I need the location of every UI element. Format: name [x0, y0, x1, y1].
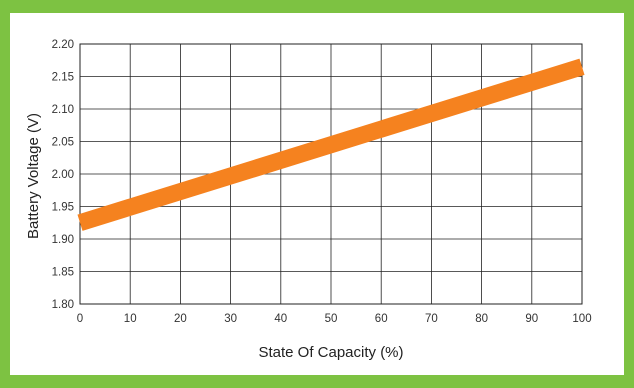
x-axis-title: State Of Capacity (%): [258, 344, 403, 361]
plot-border: [79, 43, 583, 305]
x-tick-labels: 0 10 20 30 40 50 60 70 80 90 100: [77, 313, 592, 325]
y-tick-label: 2.20: [52, 39, 74, 51]
x-tick-label: 10: [124, 313, 137, 325]
series-line-group: [77, 58, 585, 231]
x-tick-label: 80: [475, 313, 488, 325]
y-tick-label: 2.10: [52, 104, 74, 116]
y-tick-labels: 1.80 1.85 1.90 1.95 2.00 2.05 2.10 2.15 2.20: [52, 39, 74, 311]
x-tick-label: 40: [274, 313, 287, 325]
x-tick-label: 50: [325, 313, 338, 325]
y-tick-label: 1.90: [52, 234, 74, 246]
x-tick-label: 0: [77, 313, 83, 325]
x-tick-label: 70: [425, 313, 438, 325]
x-tick-label: 30: [224, 313, 237, 325]
y-tick-label: 2.05: [52, 137, 74, 149]
x-tick-label: 20: [174, 313, 187, 325]
y-tick-label: 1.85: [52, 267, 74, 279]
series-line: [77, 58, 585, 231]
y-tick-label: 1.80: [52, 299, 74, 311]
x-tick-label: 90: [525, 313, 538, 325]
grid: [79, 43, 583, 305]
x-tick-label: 100: [572, 313, 591, 325]
y-tick-label: 2.00: [52, 169, 74, 181]
y-tick-label: 2.15: [52, 72, 74, 84]
y-axis-title: Battery Voltage (V): [25, 113, 42, 239]
y-tick-label: 1.95: [52, 202, 74, 214]
x-tick-label: 60: [375, 313, 388, 325]
